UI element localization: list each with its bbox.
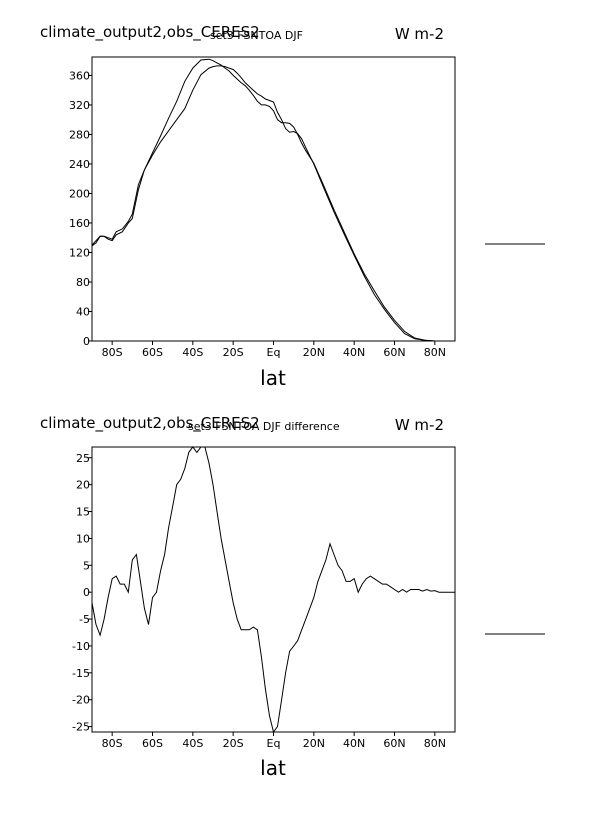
y-tick-label: 20: [76, 479, 90, 492]
x-tick-label: 40N: [343, 737, 365, 750]
y-axis-ticks-top: 0 40 80 120 160 200 240 280 320 360: [69, 69, 92, 348]
x-tick-label: 20S: [223, 346, 244, 359]
y-tick-label: 360: [69, 69, 90, 82]
chart-units-bottom: W m-2: [395, 416, 444, 434]
plot-frame-bottom: [91, 446, 456, 733]
series-group-bottom: [91, 446, 455, 734]
x-tick-label: 60S: [142, 737, 163, 750]
x-tick-label: 40N: [343, 346, 365, 359]
y-tick-label: 40: [76, 305, 90, 318]
series-line-1: [91, 446, 455, 734]
y-tick-label: 15: [76, 506, 90, 519]
panel-top: climate_output2,obs_CERES2 set3 FSNTOA D…: [40, 23, 545, 390]
x-tick-label: 80N: [424, 346, 446, 359]
x-tick-label: 60N: [383, 737, 405, 750]
x-tick-label: Eq: [267, 346, 281, 359]
y-tick-label: 120: [69, 246, 90, 259]
y-tick-label: 160: [69, 217, 90, 230]
chart-title-bottom: climate_output2,obs_CERES2: [40, 414, 260, 433]
x-tick-label: 40S: [182, 737, 203, 750]
panel-bottom: climate_output2,obs_CERES2 set3 FSNTOA D…: [40, 414, 545, 780]
y-tick-label: 200: [69, 187, 90, 200]
y-tick-label: -20: [72, 694, 90, 707]
x-tick-label: 80S: [102, 346, 123, 359]
y-tick-label: 5: [83, 559, 90, 572]
y-axis-ticks-bottom: -25 -20 -15 -10 -5 0 5 10 15 20 25: [72, 452, 92, 734]
y-tick-label: 320: [69, 99, 90, 112]
y-tick-label: 25: [76, 452, 90, 465]
chart-title-top: climate_output2,obs_CERES2: [40, 23, 260, 42]
chart-units-top: W m-2: [395, 25, 444, 43]
chart-subtitle-top: set3 FSNTOA DJF: [210, 29, 303, 42]
y-tick-label: -15: [72, 667, 90, 680]
y-tick-label: 0: [83, 586, 90, 599]
y-tick-label: 240: [69, 158, 90, 171]
x-axis-ticks-bottom: 80S 60S 40S 20S Eq 20N 40N 60N 80N: [102, 732, 446, 750]
series-line-1: [91, 58, 455, 342]
x-tick-label: 40S: [182, 346, 203, 359]
chart-subtitle-bottom: set3 FSNTOA DJF difference: [188, 420, 340, 433]
x-tick-label: 20S: [223, 737, 244, 750]
y-tick-label: -25: [72, 721, 90, 734]
series-group-top: [91, 58, 455, 342]
series-line-2: [91, 65, 455, 342]
y-tick-label: 280: [69, 128, 90, 141]
y-tick-label: -10: [72, 640, 90, 653]
y-tick-label: 80: [76, 276, 90, 289]
x-tick-label: 80S: [102, 737, 123, 750]
y-tick-label: -5: [79, 613, 90, 626]
x-axis-label-bottom: lat: [260, 756, 286, 780]
x-tick-label: 60S: [142, 346, 163, 359]
x-tick-label: Eq: [267, 737, 281, 750]
x-tick-label: 80N: [424, 737, 446, 750]
y-tick-label: 10: [76, 532, 90, 545]
y-tick-label: 0: [83, 335, 90, 348]
x-tick-label: 20N: [303, 737, 325, 750]
x-tick-label: 20N: [303, 346, 325, 359]
x-axis-ticks-top: 80S 60S 40S 20S Eq 20N 40N 60N 80N: [102, 341, 446, 359]
x-axis-label-top: lat: [260, 366, 286, 390]
x-tick-label: 60N: [383, 346, 405, 359]
plot-frame-top: [91, 56, 456, 342]
